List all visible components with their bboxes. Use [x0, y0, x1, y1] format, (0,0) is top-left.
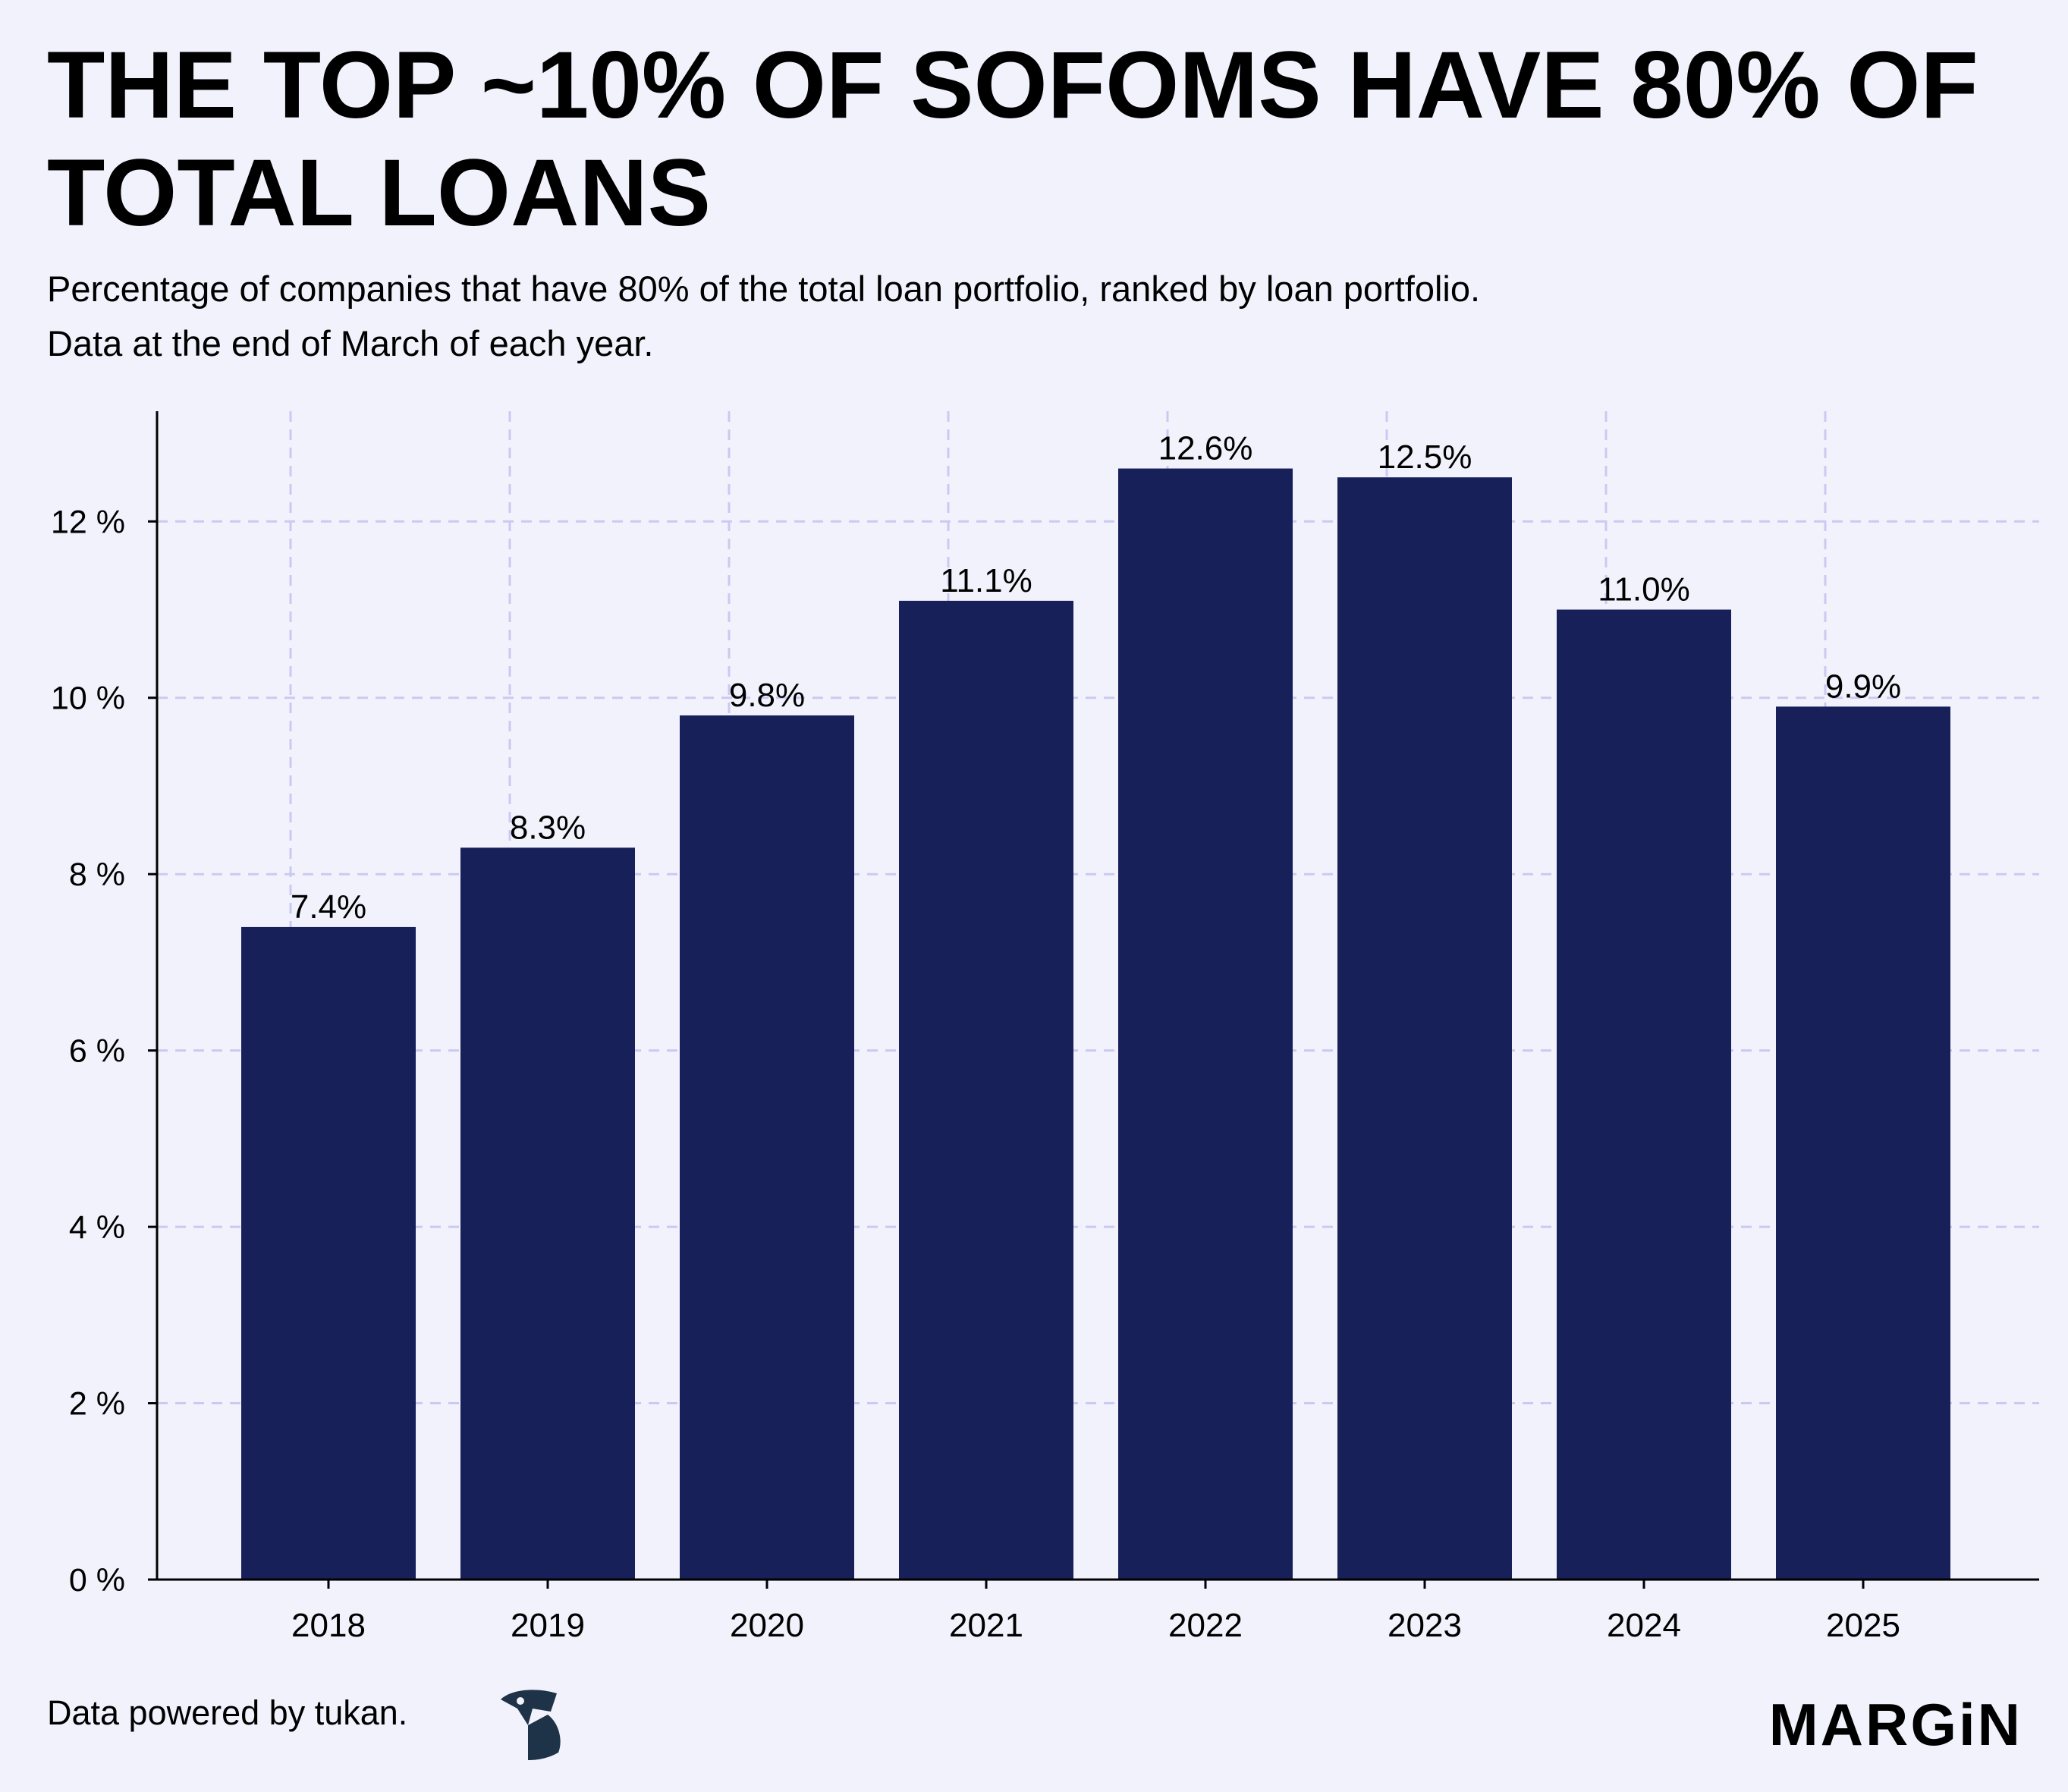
- y-tick-label-10: 10 %: [51, 681, 125, 717]
- x-tick-label-2019: 2019: [511, 1607, 585, 1644]
- bar-2023: [1337, 477, 1512, 1580]
- tukan-logo-icon: [501, 1690, 561, 1760]
- x-tick-label-2020: 2020: [730, 1607, 804, 1644]
- x-tick-label-2023: 2023: [1388, 1607, 1462, 1644]
- chart-subtitle: Percentage of companies that have 80% of…: [47, 262, 1868, 371]
- data-label-2022: 12.6%: [1158, 430, 1253, 467]
- bar-2020: [680, 715, 854, 1580]
- data-label-2024: 11.0%: [1598, 571, 1690, 608]
- bar-2025: [1776, 706, 1950, 1580]
- y-tick-label-2: 2 %: [69, 1386, 125, 1423]
- data-label-2025: 9.9%: [1825, 668, 1901, 705]
- bar-2024: [1557, 609, 1731, 1580]
- y-tick-label-12: 12 %: [51, 504, 125, 540]
- data-label-2023: 12.5%: [1378, 439, 1472, 476]
- data-label-2020: 9.8%: [729, 677, 805, 714]
- data-label-2019: 8.3%: [510, 809, 586, 846]
- bar-2021: [899, 600, 1073, 1580]
- bar-2022: [1118, 468, 1293, 1580]
- data-label-2018: 7.4%: [291, 888, 366, 926]
- chart-title: THE TOP ~10% OF SOFOMS HAVE 80% OF TOTAL…: [47, 33, 1978, 246]
- data-credit: Data powered by tukan.: [47, 1693, 408, 1732]
- y-tick-label-8: 8 %: [69, 857, 125, 893]
- subtitle-line-2: Data at the end of March of each year.: [47, 323, 654, 363]
- data-label-2021: 11.1%: [940, 562, 1032, 599]
- x-tick-label-2025: 2025: [1826, 1607, 1900, 1644]
- x-tick-label-2022: 2022: [1168, 1607, 1243, 1644]
- subtitle-line-1: Percentage of companies that have 80% of…: [47, 269, 1481, 309]
- y-tick-label-0: 0 %: [69, 1562, 125, 1599]
- y-tick-label-4: 4 %: [69, 1209, 125, 1246]
- y-tick-label-6: 6 %: [69, 1033, 125, 1070]
- x-tick-label-2024: 2024: [1607, 1607, 1681, 1644]
- x-tick-label-2018: 2018: [291, 1607, 366, 1644]
- margin-logo: MARGiN: [1768, 1691, 2022, 1758]
- x-tick-label-2021: 2021: [949, 1607, 1023, 1644]
- bar-2018: [241, 926, 416, 1580]
- bar-2019: [460, 847, 635, 1580]
